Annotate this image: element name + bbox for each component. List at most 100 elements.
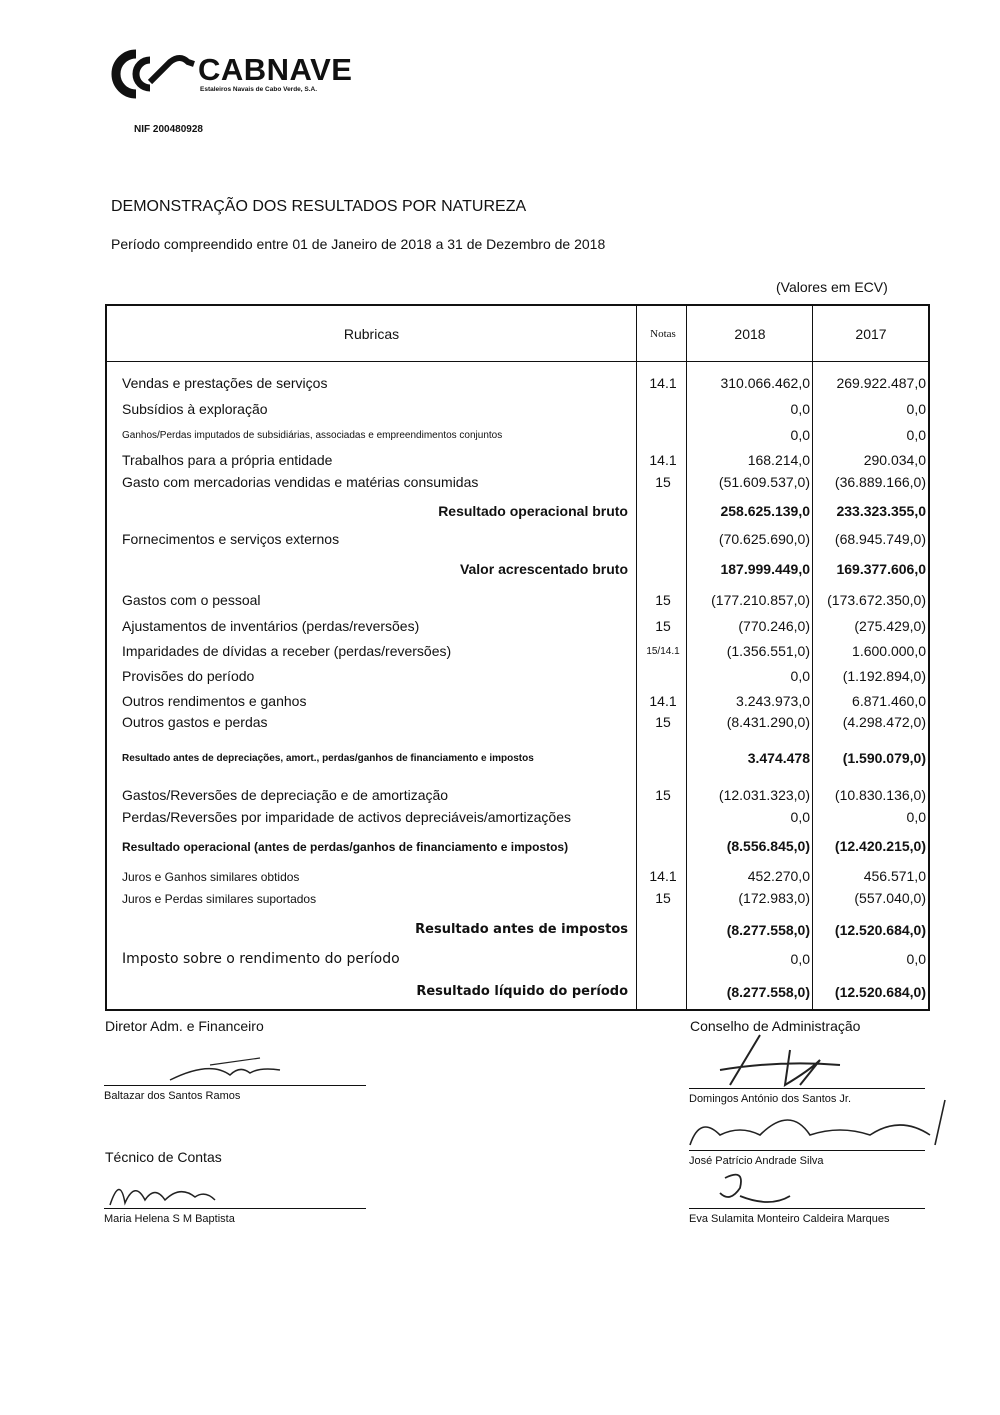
value-2017: (12.420.215,0) bbox=[834, 838, 926, 854]
header-2018: 2018 bbox=[734, 326, 766, 342]
row-label: Resultado operacional bruto bbox=[438, 503, 628, 519]
value-2018: (8.277.558,0) bbox=[726, 984, 810, 1000]
row-notes: 15/14.1 bbox=[646, 646, 680, 657]
value-2018: (51.609.537,0) bbox=[718, 474, 810, 490]
value-2017: (68.945.749,0) bbox=[834, 531, 926, 547]
row-label: Valor acrescentado bruto bbox=[459, 561, 628, 577]
column-divider bbox=[636, 306, 637, 1009]
document-title: DEMONSTRAÇÃO DOS RESULTADOS POR NATUREZA bbox=[111, 198, 527, 215]
value-2018: 310.066.462,0 bbox=[720, 375, 810, 391]
table-row: Valor acrescentado bruto 187.999.449,0 169… bbox=[107, 561, 928, 581]
table-row: Ganhos/Perdas imputados de subsidiárias,… bbox=[107, 427, 928, 447]
table-row: Imparidades de dívidas a receber (perdas… bbox=[107, 643, 928, 663]
row-notes: 14.1 bbox=[649, 452, 677, 468]
row-label: Gastos/Reversões de depreciação e de amo… bbox=[122, 787, 449, 803]
value-2018: (8.556.845,0) bbox=[726, 838, 810, 854]
role-cfo: Diretor Adm. e Financeiro bbox=[105, 1018, 264, 1034]
row-notes: 15 bbox=[655, 474, 671, 490]
row-label: Resultado antes de impostos bbox=[415, 922, 628, 937]
row-label: Provisões do período bbox=[122, 668, 255, 684]
value-2017: 169.377.606,0 bbox=[836, 561, 926, 577]
value-2017: (10.830.136,0) bbox=[834, 787, 926, 803]
table-row: Imposto sobre o rendimento do período 0,0… bbox=[107, 951, 928, 971]
row-label: Ajustamentos de inventários (perdas/reve… bbox=[122, 618, 420, 634]
value-2018: 0,0 bbox=[790, 401, 810, 417]
row-notes: 14.1 bbox=[649, 868, 677, 884]
value-2018: 3.474.478 bbox=[747, 750, 810, 766]
row-label: Resultado líquido do período bbox=[416, 984, 628, 999]
role-board: Conselho de Administração bbox=[690, 1018, 861, 1034]
value-2018: (70.625.690,0) bbox=[718, 531, 810, 547]
table-row: Perdas/Reversões por imparidade de activ… bbox=[107, 809, 928, 829]
value-2018: 0,0 bbox=[790, 427, 810, 443]
header-2017: 2017 bbox=[855, 326, 887, 342]
value-2017: (4.298.472,0) bbox=[842, 714, 926, 730]
row-label: Outros rendimentos e ganhos bbox=[122, 693, 307, 709]
signature-line bbox=[689, 1208, 925, 1209]
value-2017: (12.520.684,0) bbox=[834, 984, 926, 1000]
row-label: Imparidades de dívidas a receber (perdas… bbox=[122, 643, 452, 659]
row-label: Resultado antes de depreciações, amort.,… bbox=[122, 753, 534, 764]
value-2018: 3.243.973,0 bbox=[736, 693, 810, 709]
value-2018: (8.277.558,0) bbox=[726, 922, 810, 938]
value-2018: 187.999.449,0 bbox=[720, 561, 810, 577]
value-2018: (177.210.857,0) bbox=[711, 592, 810, 608]
value-2017: 0,0 bbox=[906, 427, 926, 443]
value-2017: (12.520.684,0) bbox=[834, 922, 926, 938]
value-2018: (12.031.323,0) bbox=[718, 787, 810, 803]
value-2017: 456.571,0 bbox=[863, 868, 926, 884]
column-divider bbox=[812, 306, 813, 1009]
table-row: Resultado operacional bruto 258.625.139,0… bbox=[107, 503, 928, 523]
column-divider bbox=[686, 306, 687, 1009]
value-2018: (8.431.290,0) bbox=[726, 714, 810, 730]
signature-jose bbox=[689, 1099, 946, 1146]
table-row: Trabalhos para a própria entidade 14.1 168… bbox=[107, 452, 928, 472]
table-row: Resultado líquido do período (8.277.558,0… bbox=[107, 984, 928, 1004]
row-notes: 15 bbox=[655, 890, 671, 906]
name-domingos: Domingos António dos Santos Jr. bbox=[689, 1093, 852, 1105]
table-row: Juros e Perdas similares suportados 15 (17… bbox=[107, 890, 928, 910]
row-label: Vendas e prestações de serviços bbox=[122, 375, 328, 391]
signature-line bbox=[104, 1208, 366, 1209]
value-2018: 168.214,0 bbox=[747, 452, 810, 468]
row-label: Gasto com mercadorias vendidas e matéria… bbox=[122, 474, 479, 490]
header-rubricas: Rubricas bbox=[343, 326, 400, 342]
value-2017: 0,0 bbox=[906, 809, 926, 825]
row-notes: 15 bbox=[655, 618, 671, 634]
role-accountant: Técnico de Contas bbox=[105, 1149, 222, 1165]
cabnave-logo-icon bbox=[111, 49, 195, 99]
row-label: Subsídios à exploração bbox=[122, 401, 268, 417]
signature-eva bbox=[719, 1173, 791, 1203]
table-row: Subsídios à exploração 0,0 0,0 bbox=[107, 401, 928, 421]
value-2017: (1.192.894,0) bbox=[842, 668, 926, 684]
table-row: Resultado antes de impostos (8.277.558,0)… bbox=[107, 922, 928, 942]
row-label: Trabalhos para a própria entidade bbox=[122, 452, 333, 468]
nif: NIF 200480928 bbox=[134, 124, 203, 135]
row-label: Outros gastos e perdas bbox=[122, 714, 268, 730]
table-row: Gastos com o pessoal 15 (177.210.857,0) (17… bbox=[107, 592, 928, 612]
table-row: Resultado antes de depreciações, amort.,… bbox=[107, 750, 928, 770]
value-2018: 0,0 bbox=[790, 951, 810, 967]
table-row: Outros rendimentos e ganhos 14.1 3.243.973… bbox=[107, 693, 928, 713]
row-notes: 15 bbox=[655, 592, 671, 608]
row-label: Fornecimentos e serviços externos bbox=[122, 531, 340, 547]
units-note: (Valores em ECV) bbox=[776, 279, 888, 295]
name-eva: Eva Sulamita Monteiro Caldeira Marques bbox=[689, 1213, 890, 1225]
table-row: Resultado operacional (antes de perdas/g… bbox=[107, 838, 928, 858]
header-divider bbox=[107, 361, 928, 362]
value-2017: 233.323.355,0 bbox=[836, 503, 926, 519]
company-name: CABNAVE bbox=[198, 52, 353, 87]
row-label: Juros e Ganhos similares obtidos bbox=[122, 870, 300, 884]
row-label: Perdas/Reversões por imparidade de activ… bbox=[122, 809, 571, 825]
signature-line bbox=[104, 1085, 366, 1086]
row-notes: 14.1 bbox=[649, 375, 677, 391]
signature-domingos bbox=[719, 1034, 841, 1087]
value-2018: (770.246,0) bbox=[738, 618, 810, 634]
name-baltazar: Baltazar dos Santos Ramos bbox=[104, 1090, 241, 1102]
table-row: Vendas e prestações de serviços 14.1 310.0… bbox=[107, 375, 928, 395]
table-row: Fornecimentos e serviços externos (70.625… bbox=[107, 531, 928, 551]
value-2017: (173.672.350,0) bbox=[827, 592, 926, 608]
value-2017: 269.922.487,0 bbox=[836, 375, 926, 391]
table-row: Gasto com mercadorias vendidas e matéria… bbox=[107, 474, 928, 494]
